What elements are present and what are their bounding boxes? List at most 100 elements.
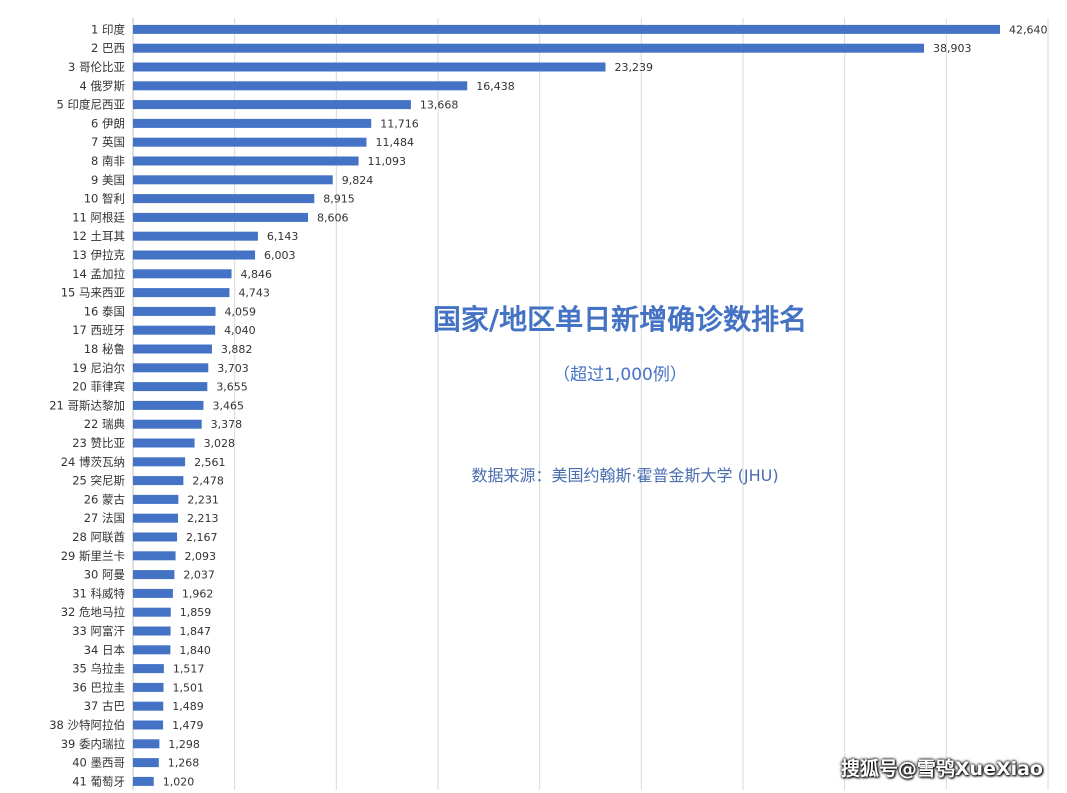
grid-lines xyxy=(132,18,1049,790)
data-label: 38,903 xyxy=(933,42,972,55)
bar xyxy=(133,194,315,204)
bar xyxy=(133,100,411,110)
bar xyxy=(133,645,171,655)
category-label: 26 蒙古 xyxy=(84,492,125,506)
bar xyxy=(133,419,202,429)
bar xyxy=(133,212,308,222)
category-label: 16 泰国 xyxy=(84,304,125,318)
watermark: 搜狐号@雪鸮XueXiao xyxy=(840,758,1043,780)
category-label: 36 巴拉圭 xyxy=(72,680,125,694)
bar xyxy=(133,24,1000,34)
data-label: 11,093 xyxy=(368,155,407,168)
category-label: 29 斯里兰卡 xyxy=(61,549,125,563)
category-label: 10 智利 xyxy=(84,192,125,206)
bar xyxy=(133,532,178,542)
bar xyxy=(133,513,178,523)
bar xyxy=(133,400,204,410)
data-label: 1,840 xyxy=(179,644,211,657)
category-label: 14 孟加拉 xyxy=(72,267,125,281)
data-label: 11,484 xyxy=(376,136,415,149)
data-label: 9,824 xyxy=(342,174,374,187)
data-label: 1,298 xyxy=(168,738,200,751)
category-label: 37 古巴 xyxy=(84,699,125,713)
bar xyxy=(133,250,256,260)
category-label: 22 瑞典 xyxy=(84,417,126,431)
data-label: 23,239 xyxy=(615,61,654,74)
category-label: 3 哥伦比亚 xyxy=(68,60,125,74)
category-label: 17 西班牙 xyxy=(72,323,125,337)
data-label: 8,915 xyxy=(323,193,355,206)
category-label: 11 阿根廷 xyxy=(72,210,125,224)
chart-title: 国家/地区单日新增确诊数排名 xyxy=(432,303,808,336)
category-label: 20 菲律宾 xyxy=(72,380,125,394)
bar xyxy=(133,62,606,72)
bar xyxy=(133,137,367,147)
bar xyxy=(133,288,230,298)
category-label: 15 马来西亚 xyxy=(61,286,125,300)
category-label: 34 日本 xyxy=(84,643,126,657)
data-label: 2,037 xyxy=(183,569,215,582)
bar xyxy=(133,382,208,392)
bar xyxy=(133,701,164,711)
bar xyxy=(133,457,186,467)
bar xyxy=(133,438,195,448)
data-label: 4,040 xyxy=(224,324,256,337)
data-label: 1,501 xyxy=(173,681,205,694)
chart-subtitle: （超过1,000例） xyxy=(553,365,687,385)
category-label: 8 南非 xyxy=(91,154,125,168)
category-label: 9 美国 xyxy=(91,173,125,187)
data-label: 2,213 xyxy=(187,512,219,525)
category-label: 2 巴西 xyxy=(91,41,125,55)
data-label: 1,859 xyxy=(180,606,212,619)
data-label: 6,143 xyxy=(267,230,299,243)
bar xyxy=(133,325,216,335)
bar xyxy=(133,81,468,91)
category-label: 35 乌拉圭 xyxy=(72,662,125,676)
bar xyxy=(133,626,171,636)
data-label: 1,847 xyxy=(180,625,212,638)
bar xyxy=(133,776,154,786)
data-label: 1,489 xyxy=(172,700,204,713)
data-label: 1,517 xyxy=(173,663,205,676)
category-label: 4 俄罗斯 xyxy=(80,79,126,93)
bar xyxy=(133,344,212,354)
category-label: 39 委内瑞拉 xyxy=(61,737,126,751)
data-label: 3,882 xyxy=(221,343,253,356)
data-label: 3,378 xyxy=(211,418,243,431)
data-label: 1,268 xyxy=(168,757,200,770)
category-label: 13 伊拉克 xyxy=(72,248,125,262)
data-label: 3,655 xyxy=(216,381,248,394)
bar xyxy=(133,156,359,166)
category-label: 18 秘鲁 xyxy=(84,342,125,356)
bar xyxy=(133,118,372,128)
bar xyxy=(133,494,179,504)
bars xyxy=(133,24,1000,786)
data-label: 2,231 xyxy=(187,493,219,506)
bar xyxy=(133,758,159,768)
data-label: 8,606 xyxy=(317,211,349,224)
bar xyxy=(133,607,171,617)
bar xyxy=(133,231,258,241)
category-label: 40 墨西哥 xyxy=(72,756,125,770)
category-label: 25 突尼斯 xyxy=(72,474,125,488)
category-label: 38 沙特阿拉伯 xyxy=(49,718,125,732)
data-label: 2,561 xyxy=(194,456,226,469)
bar xyxy=(133,363,209,373)
category-label: 5 印度尼西亚 xyxy=(57,98,125,112)
data-label: 2,093 xyxy=(185,550,217,563)
bar xyxy=(133,551,176,561)
data-label: 3,703 xyxy=(217,362,249,375)
data-label: 4,059 xyxy=(225,305,257,318)
category-label: 23 赞比亚 xyxy=(72,436,125,450)
data-source: 数据来源：美国约翰斯·霍普金斯大学 (JHU) xyxy=(471,466,779,485)
bar xyxy=(133,269,232,279)
category-label: 30 阿曼 xyxy=(84,568,125,582)
bar xyxy=(133,588,173,598)
labels: 1 印度 42,640 2 巴西 38,903 3 哥伦比亚 23,239 4 俄罗斯 16,… xyxy=(49,22,1047,788)
bar xyxy=(133,682,164,692)
bar xyxy=(133,175,333,185)
bar xyxy=(133,306,216,316)
bar xyxy=(133,739,160,749)
